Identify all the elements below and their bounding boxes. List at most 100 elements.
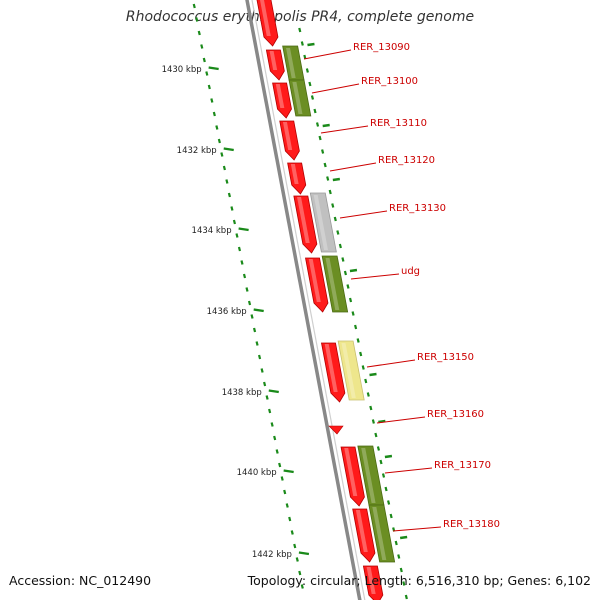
ruler-dot bbox=[293, 543, 297, 549]
gene-label-leader bbox=[303, 49, 352, 60]
inner-ruler-dot bbox=[348, 297, 353, 303]
inner-ruler-dot bbox=[343, 270, 348, 276]
gene-label: RER_13100 bbox=[361, 76, 418, 87]
inner-ruler-dot bbox=[356, 338, 360, 343]
inner-ruler-dot bbox=[381, 473, 386, 478]
ruler-dot bbox=[268, 408, 272, 414]
map-title: Rhodococcus erythropolis PR4, complete g… bbox=[125, 9, 475, 25]
inner-ruler-dot bbox=[387, 500, 391, 505]
ruler-dot bbox=[283, 489, 287, 495]
gene-label-leader bbox=[311, 83, 360, 94]
gene-label: RER_13110 bbox=[370, 118, 427, 129]
ruler-dot bbox=[197, 30, 201, 36]
inner-ruler-dot bbox=[331, 203, 335, 208]
gene-label-leader bbox=[329, 162, 377, 172]
ruler-dot bbox=[270, 422, 274, 427]
gene-label-leader bbox=[350, 273, 400, 280]
inner-ruler-dot bbox=[346, 284, 350, 289]
inner-ruler-dot bbox=[379, 459, 383, 465]
genome-backbone bbox=[245, 0, 362, 600]
inner-ruler-dot bbox=[371, 419, 375, 424]
ruler-dot bbox=[260, 368, 264, 373]
gene-arrow-highlight bbox=[344, 448, 358, 496]
ruler-dot bbox=[240, 260, 244, 265]
gene-label-leader bbox=[339, 210, 388, 219]
inner-ruler-dot bbox=[321, 149, 325, 154]
gene-label-leader bbox=[376, 416, 426, 424]
ruler-dot bbox=[232, 219, 237, 225]
ruler-major-tick bbox=[253, 308, 264, 313]
inner-ruler-dot bbox=[369, 405, 373, 411]
gene-arrow-highlight bbox=[366, 567, 376, 594]
ruler-dot bbox=[200, 44, 204, 49]
genome-summary-text: Topology: circular; Length: 6,516,310 bp… bbox=[247, 573, 591, 588]
feature-bar-highlight bbox=[286, 48, 296, 78]
inner-ruler-dot bbox=[328, 189, 332, 195]
ruler-tick-label: 1430 kbp bbox=[162, 65, 202, 75]
ruler-dot bbox=[237, 246, 242, 252]
gene-label: RER_13090 bbox=[353, 42, 410, 53]
ruler-dot bbox=[212, 111, 216, 117]
inner-ruler-dot bbox=[326, 176, 330, 181]
feature-bar-highlight bbox=[292, 82, 303, 114]
inner-ruler-dot bbox=[315, 122, 320, 127]
gene-label: RER_13150 bbox=[417, 352, 474, 363]
inner-ruler-dot bbox=[298, 27, 302, 33]
feature-bar bbox=[368, 504, 396, 563]
inner-ruler-tick bbox=[349, 268, 358, 273]
gene-arrow-highlight bbox=[308, 259, 321, 302]
ruler-tick-label: 1436 kbp bbox=[207, 307, 247, 317]
inner-ruler-dot bbox=[359, 351, 363, 357]
ruler-dot bbox=[202, 57, 206, 63]
inner-ruler-dot bbox=[333, 216, 337, 222]
ruler-dot bbox=[255, 341, 259, 346]
inner-ruler-dot bbox=[305, 68, 309, 73]
inner-ruler-dot bbox=[376, 446, 381, 451]
ruler-dot bbox=[192, 3, 196, 9]
feature-bar bbox=[309, 192, 337, 253]
inner-ruler-dot bbox=[402, 581, 406, 586]
gene-label: RER_13130 bbox=[389, 203, 446, 214]
inner-ruler-tick bbox=[378, 419, 386, 424]
inner-ruler-tick bbox=[369, 372, 377, 377]
ruler-tick-label: 1440 kbp bbox=[237, 468, 277, 478]
ruler-dot bbox=[280, 476, 284, 481]
gene-label-leader bbox=[392, 526, 442, 532]
inner-ruler-dot bbox=[366, 392, 370, 397]
inner-ruler-dot bbox=[399, 567, 403, 573]
feature-bar-highlight bbox=[313, 195, 328, 250]
ruler-dot bbox=[242, 273, 247, 279]
ruler-dot bbox=[285, 503, 289, 508]
ruler-dot bbox=[258, 354, 262, 360]
inner-ruler-dot bbox=[404, 594, 408, 600]
ruler-dot bbox=[220, 152, 224, 157]
gene-arrow-highlight bbox=[297, 197, 310, 243]
ruler-major-tick bbox=[283, 469, 294, 474]
ruler-major-tick bbox=[238, 227, 249, 232]
gene-label: RER_13170 bbox=[434, 460, 491, 471]
ruler-dot bbox=[205, 71, 209, 76]
ruler-dot bbox=[247, 300, 252, 306]
feature-bar-highlight bbox=[372, 507, 387, 560]
gene-label-leader bbox=[366, 359, 416, 368]
ruler-dot bbox=[290, 530, 294, 535]
inner-ruler-dot bbox=[338, 243, 342, 249]
gene-arrow-highlight bbox=[260, 0, 271, 36]
inner-ruler-tick bbox=[399, 535, 408, 540]
feature-bar-highlight bbox=[361, 448, 376, 503]
ruler-major-tick bbox=[223, 147, 234, 152]
inner-ruler-dot bbox=[397, 554, 401, 559]
ruler-tick-label: 1442 kbp bbox=[252, 550, 292, 560]
ruler-dot bbox=[278, 462, 282, 468]
inner-ruler-dot bbox=[310, 95, 315, 100]
ruler-dot bbox=[263, 381, 267, 387]
inner-ruler-dot bbox=[354, 324, 358, 330]
ruler-dot bbox=[235, 233, 239, 238]
gene-label: udg bbox=[401, 266, 420, 277]
inner-ruler-tick bbox=[384, 454, 393, 459]
gene-arrow-highlight bbox=[290, 164, 299, 184]
gene-label: RER_13120 bbox=[378, 155, 435, 166]
feature-bar-highlight bbox=[325, 258, 340, 310]
ruler-tick-label: 1432 kbp bbox=[177, 146, 217, 156]
